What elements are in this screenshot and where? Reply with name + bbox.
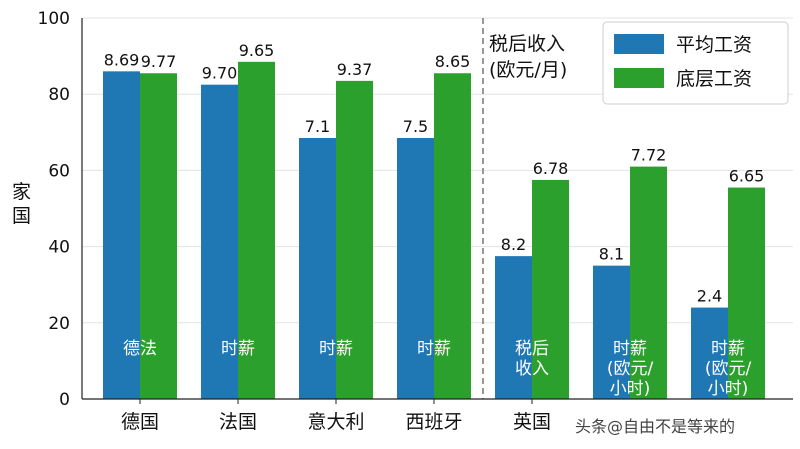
in-bar-label: 税后 (515, 339, 549, 359)
x-tick-label: 法国 (219, 411, 257, 433)
legend-label: 平均工资 (676, 34, 752, 56)
legend-swatch (614, 34, 664, 54)
y-tick-labels: 0 20 40 60 80 100 (38, 9, 70, 410)
bar-average-6 (691, 307, 728, 399)
y-tick-label: 100 (38, 9, 70, 29)
value-label: 7.72 (631, 146, 667, 165)
legend-swatch (614, 68, 664, 88)
legend-label: 底层工资 (676, 68, 752, 90)
y-axis-label: 家国 (12, 181, 31, 227)
y-axis-label-char: 家 (12, 181, 31, 203)
y-axis-label-char: 国 (12, 205, 31, 227)
bar-bottom-3 (434, 73, 471, 400)
in-bar-label: 德法 (123, 339, 157, 359)
bar-bottom-2 (336, 80, 373, 400)
x-tick-label: 意大利 (307, 411, 364, 433)
x-tick-labels: 德国 法国 意大利 西班牙 英国 (121, 399, 551, 433)
value-label: 8.1 (599, 245, 624, 264)
x-tick-label: 西班牙 (405, 411, 462, 433)
annotation-line: (欧元/月) (489, 59, 567, 81)
axes (81, 18, 793, 400)
value-label: 9.65 (239, 41, 275, 60)
in-bar-label: 小时) (708, 379, 749, 399)
in-bar-label: 时薪 (711, 339, 745, 359)
bar-average-0 (103, 71, 140, 399)
value-label: 2.4 (697, 287, 722, 306)
in-bar-label: 时薪 (221, 339, 255, 359)
x-tick-label: 英国 (513, 411, 551, 433)
watermark: 头条@自由不是等来的 (575, 417, 735, 436)
in-bar-label: 时薪 (613, 339, 647, 359)
bar-bottom-6 (728, 187, 765, 399)
in-bar-label: (欧元/ (607, 359, 654, 379)
in-bar-label: 时薪 (417, 339, 451, 359)
value-label: 8.69 (104, 50, 140, 69)
bar-bottom-4 (532, 179, 569, 399)
y-tick-label: 20 (48, 314, 70, 334)
in-bar-label: 收入 (515, 359, 549, 379)
value-label: 9.70 (202, 64, 238, 83)
annotation-line: 税后收入 (489, 33, 565, 55)
y-tick-label: 40 (48, 238, 70, 258)
annotation: 税后收入 (欧元/月) (489, 33, 567, 81)
bar-average-4 (495, 256, 532, 399)
bar-average-1 (201, 84, 238, 400)
value-label: 8.65 (435, 52, 471, 71)
in-bar-label: (欧元/ (705, 359, 752, 379)
value-labels: 8.69 9.70 7.1 7.5 8.2 8.1 2.4 9.77 9.65 9.37 8.65 6… (104, 41, 765, 306)
bars (103, 61, 765, 400)
bar-bottom-1 (238, 61, 275, 399)
bar-average-5 (593, 265, 630, 399)
value-label: 8.2 (501, 235, 526, 254)
bar-average-3 (397, 138, 434, 399)
in-bar-label: 小时) (610, 379, 651, 399)
bar-bottom-5 (630, 166, 667, 399)
value-label: 6.78 (533, 159, 569, 178)
value-label: 7.5 (403, 117, 428, 136)
bar-average-2 (299, 138, 336, 399)
in-bar-label: 时薪 (319, 339, 353, 359)
y-tick-label: 0 (59, 390, 70, 410)
y-tick-label: 80 (48, 85, 70, 105)
value-label: 6.65 (729, 167, 765, 186)
value-label: 9.37 (337, 60, 373, 79)
x-tick-label: 德国 (121, 411, 159, 433)
y-tick-label: 60 (48, 161, 70, 181)
value-label: 9.77 (141, 52, 177, 71)
bar-bottom-0 (140, 73, 177, 400)
value-label: 7.1 (305, 117, 330, 136)
